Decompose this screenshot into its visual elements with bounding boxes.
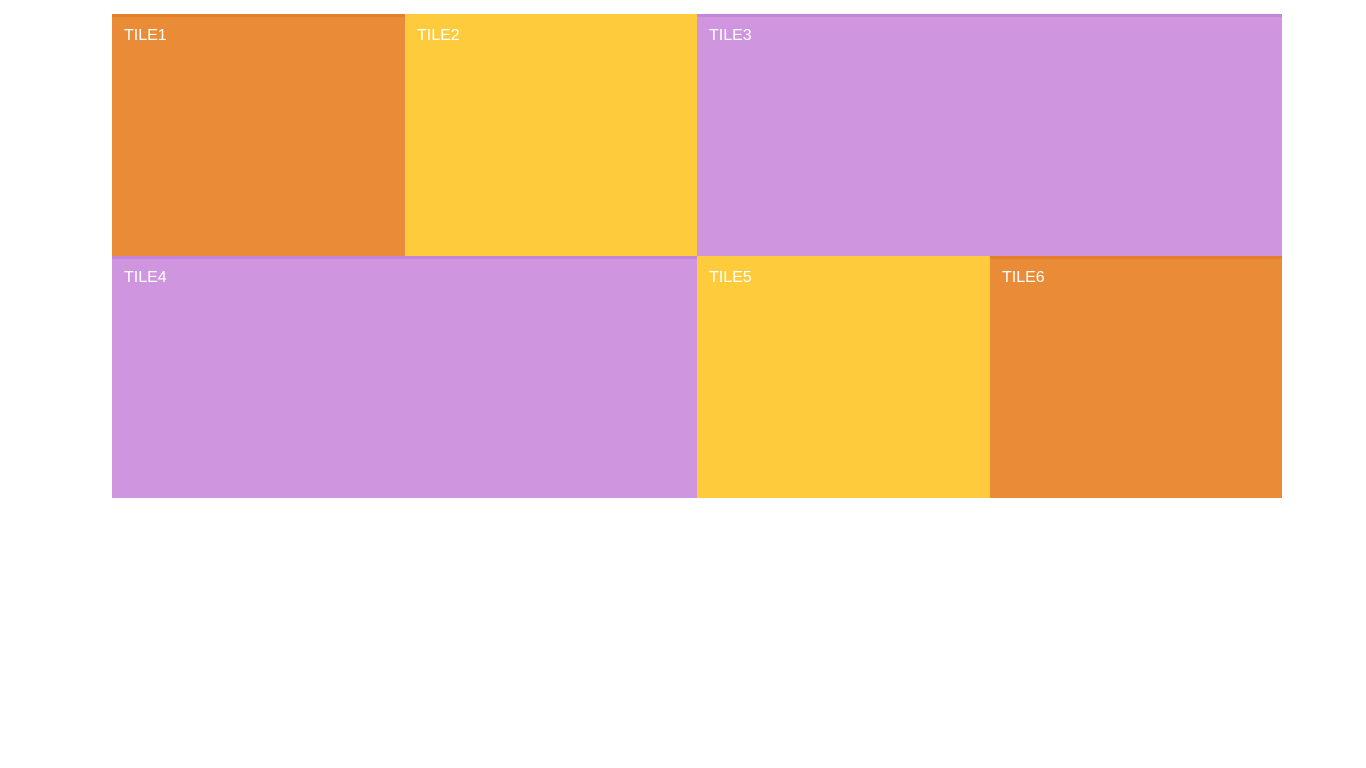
tile-4-label: TILE4 (124, 269, 167, 286)
tile-4[interactable]: TILE4 (112, 256, 697, 498)
tile-3-label: TILE3 (709, 27, 752, 44)
tile-3[interactable]: TILE3 (697, 14, 1282, 256)
tile-5-label: TILE5 (709, 269, 752, 286)
tile-grid: TILE1 TILE2 TILE3 TILE4 TILE5 TILE6 (112, 14, 1282, 498)
tile-2-label: TILE2 (417, 27, 460, 44)
tile-6-label: TILE6 (1002, 269, 1045, 286)
tile-1[interactable]: TILE1 (112, 14, 405, 256)
tile-2[interactable]: TILE2 (405, 14, 697, 256)
tile-5[interactable]: TILE5 (697, 256, 990, 498)
tile-1-label: TILE1 (124, 27, 167, 44)
tile-6[interactable]: TILE6 (990, 256, 1282, 498)
